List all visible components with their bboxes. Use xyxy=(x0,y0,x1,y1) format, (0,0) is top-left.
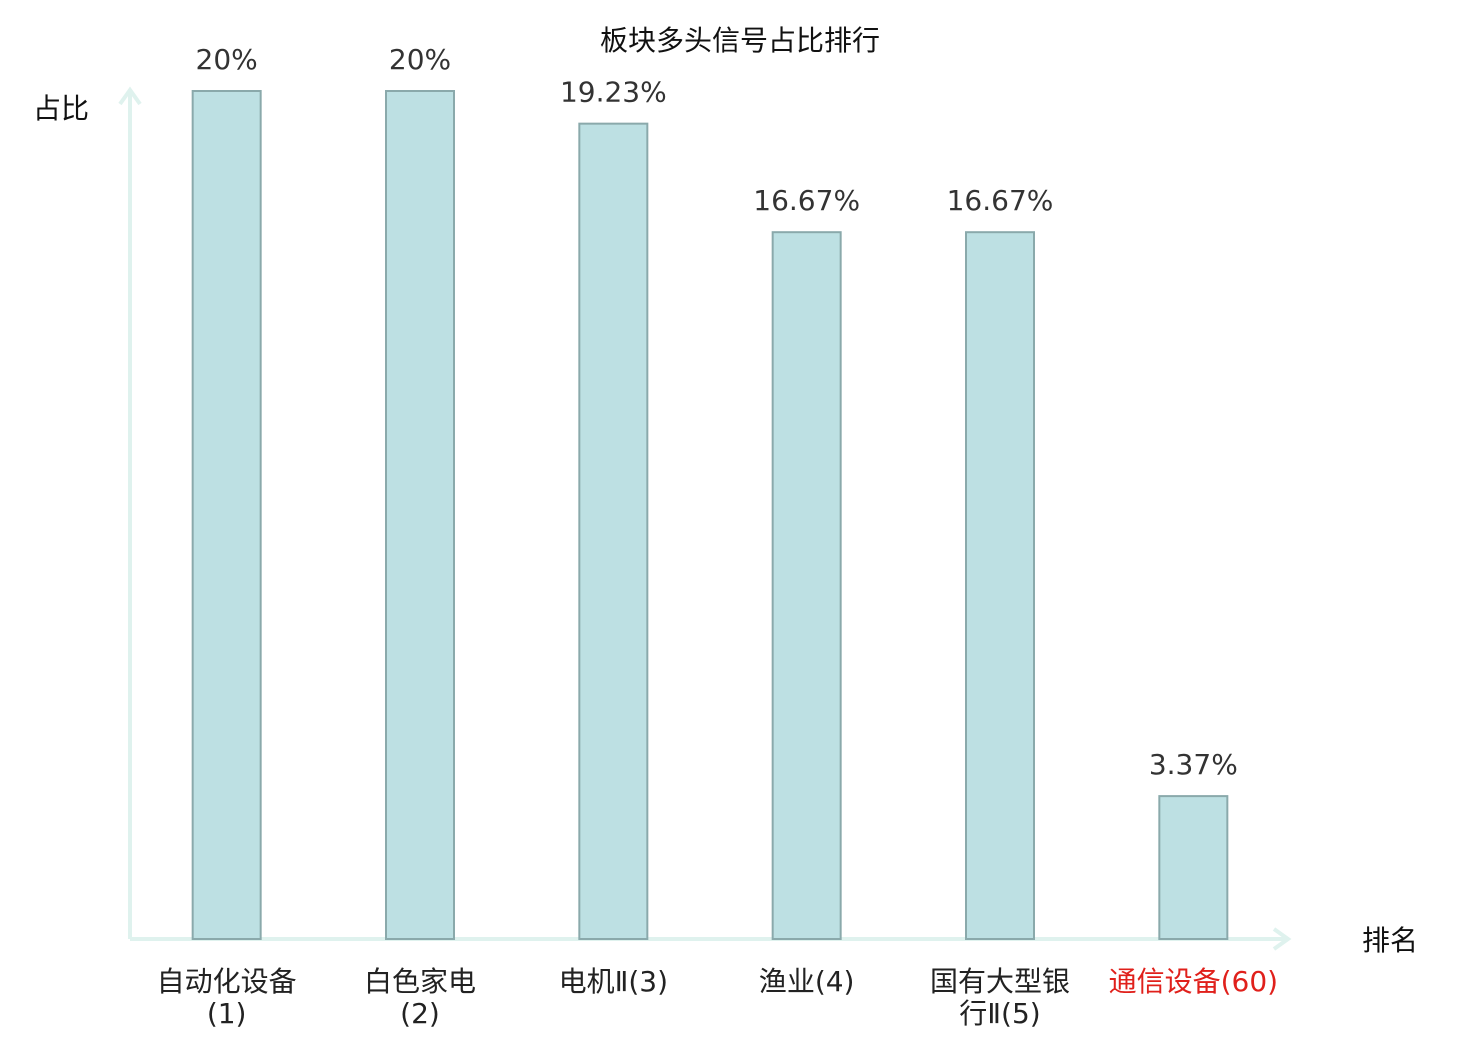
x-axis-label: 排名 xyxy=(1362,924,1418,957)
bar xyxy=(965,231,1035,940)
x-arrow xyxy=(1272,927,1292,951)
y-axis-label: 占比 xyxy=(33,92,89,125)
x-tick-label: 渔业(4) xyxy=(758,965,855,998)
bar xyxy=(578,122,649,940)
value-label: 20% xyxy=(389,43,451,76)
x-tick-label: 自动化设备(1) xyxy=(156,965,297,1030)
bar xyxy=(385,90,455,940)
y-arrow xyxy=(118,86,142,106)
value-label: 19.23% xyxy=(560,76,667,109)
value-label: 20% xyxy=(196,43,258,76)
bar xyxy=(191,90,262,940)
axes xyxy=(118,86,1292,951)
value-label: 3.37% xyxy=(1149,748,1238,781)
x-tick-label: 电机Ⅱ(3) xyxy=(558,965,669,998)
x-tick-label: 国有大型银行Ⅱ(5) xyxy=(929,965,1070,1030)
chart-title: 板块多头信号占比排行 xyxy=(600,24,880,57)
value-label: 16.67% xyxy=(947,184,1054,217)
x-tick-label: 白色家电(2) xyxy=(363,965,476,1030)
x-tick-label: 通信设备(60) xyxy=(1108,965,1279,998)
bar xyxy=(1158,795,1229,940)
value-label: 16.67% xyxy=(753,184,860,217)
bar xyxy=(771,231,842,940)
